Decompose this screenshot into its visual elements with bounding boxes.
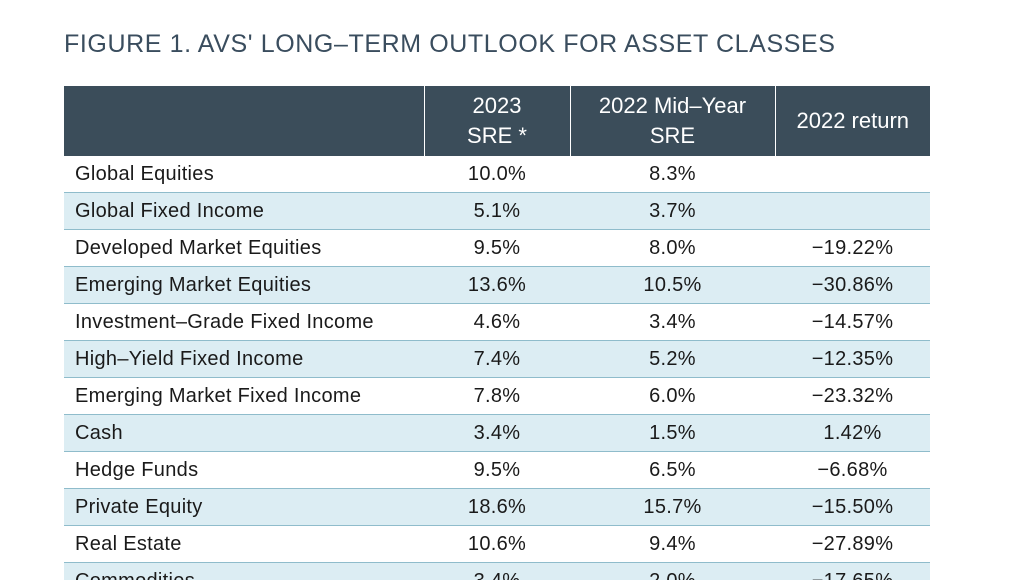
sre-2022-mid-year-cell: 6.5%	[570, 451, 775, 489]
header-2022-return-line-1: 2022 return	[796, 108, 910, 133]
sre-2022-mid-year-cell: 15.7%	[570, 488, 775, 526]
sre-2023-cell: 3.4%	[424, 562, 570, 580]
asset-class-cell: Hedge Funds	[64, 451, 424, 489]
return-2022-cell: −15.50%	[775, 488, 930, 526]
sre-2022-mid-year-cell: 5.2%	[570, 340, 775, 378]
header-2022-mid-year-sre-line-1: 2022 Mid–Year	[598, 93, 747, 118]
figure-title: FIGURE 1. AVS' LONG–TERM OUTLOOK FOR ASS…	[64, 30, 836, 58]
table-row: Real Estate 10.6% 9.4% −27.89%	[64, 525, 930, 563]
table-row: Commodities3.4%2.0%−17.65%	[64, 562, 930, 580]
sre-2023-cell: 9.5%	[424, 451, 570, 489]
asset-class-cell: Emerging Market Equities	[64, 266, 424, 304]
asset-class-cell: Developed Market Equities	[64, 229, 424, 267]
sre-2023-cell: 3.4%	[424, 414, 570, 452]
sre-2023-cell: 9.5%	[424, 229, 570, 267]
asset-class-cell: Emerging Market Fixed Income	[64, 377, 424, 415]
sre-2022-mid-year-cell: 2.0%	[570, 562, 775, 580]
header-2022-return: 2022 return	[774, 86, 930, 156]
header-2023-sre: 2023 SRE *	[423, 86, 570, 156]
return-2022-cell: −12.35%	[775, 340, 930, 378]
sre-2022-mid-year-cell: 8.3%	[570, 156, 775, 193]
asset-class-cell: Cash	[64, 414, 424, 452]
table-row: Global Fixed Income 5.1% 3.7%	[64, 192, 930, 230]
table-row: Cash 3.4% 1.5% 1.42%	[64, 414, 930, 452]
table-row: Investment–Grade Fixed Income 4.6% 3.4% −14…	[64, 303, 930, 341]
asset-class-cell: Real Estate	[64, 525, 424, 563]
table-header: 2023 SRE * 2022 Mid–Year SRE 2022 return	[64, 86, 930, 156]
header-2022-mid-year-sre: 2022 Mid–Year SRE	[569, 86, 775, 156]
sre-2023-cell: 4.6%	[424, 303, 570, 341]
return-2022-cell: −14.57%	[775, 303, 930, 341]
return-2022-cell: −19.22%	[775, 229, 930, 267]
return-2022-cell	[775, 192, 930, 230]
asset-class-cell: Investment–Grade Fixed Income	[64, 303, 424, 341]
sre-2022-mid-year-cell: 3.4%	[570, 303, 775, 341]
asset-class-cell: Private Equity	[64, 488, 424, 526]
asset-class-outlook-table: 2023 SRE * 2022 Mid–Year SRE 2022 return…	[64, 86, 930, 580]
return-2022-cell	[775, 156, 930, 193]
return-2022-cell: −17.65%	[775, 562, 930, 580]
sre-2022-mid-year-cell: 9.4%	[570, 525, 775, 563]
return-2022-cell: −6.68%	[775, 451, 930, 489]
sre-2023-cell: 5.1%	[424, 192, 570, 230]
table-body: Global Equities 10.0% 8.3% Global Fixed Inc…	[64, 156, 930, 580]
asset-class-cell: High–Yield Fixed Income	[64, 340, 424, 378]
table-row: Emerging Market Fixed Income 7.8% 6.0% −23.…	[64, 377, 930, 415]
return-2022-cell: −30.86%	[775, 266, 930, 304]
sre-2023-cell: 10.0%	[424, 156, 570, 193]
table-row: Emerging Market Equities 13.6% 10.5% −30.86…	[64, 266, 930, 304]
sre-2023-cell: 13.6%	[424, 266, 570, 304]
sre-2022-mid-year-cell: 3.7%	[570, 192, 775, 230]
sre-2022-mid-year-cell: 1.5%	[570, 414, 775, 452]
return-2022-cell: −27.89%	[775, 525, 930, 563]
outlook-table: 2023 SRE * 2022 Mid–Year SRE 2022 return…	[64, 86, 930, 580]
table-row: High–Yield Fixed Income 7.4% 5.2% −12.35%	[64, 340, 930, 378]
asset-class-cell: Commodities	[64, 562, 424, 580]
header-2023-sre-line-1: 2023	[472, 93, 522, 118]
return-2022-cell: −23.32%	[775, 377, 930, 415]
sre-2023-cell: 18.6%	[424, 488, 570, 526]
sre-2022-mid-year-cell: 6.0%	[570, 377, 775, 415]
sre-2022-mid-year-cell: 10.5%	[570, 266, 775, 304]
header-2023-sre-line-2: SRE *	[467, 123, 527, 148]
header-asset-class	[64, 86, 424, 156]
header-row: 2023 SRE * 2022 Mid–Year SRE 2022 return	[64, 86, 930, 156]
sre-2023-cell: 7.4%	[424, 340, 570, 378]
asset-class-cell: Global Fixed Income	[64, 192, 424, 230]
header-2022-mid-year-sre-line-2: SRE	[649, 123, 696, 148]
table-row: Global Equities 10.0% 8.3%	[64, 156, 930, 193]
return-2022-cell: 1.42%	[775, 414, 930, 452]
table-row: Hedge Funds 9.5% 6.5% −6.68%	[64, 451, 930, 489]
table-row: Private Equity 18.6% 15.7% −15.50%	[64, 488, 930, 526]
sre-2023-cell: 10.6%	[424, 525, 570, 563]
sre-2023-cell: 7.8%	[424, 377, 570, 415]
table-row: Developed Market Equities 9.5% 8.0% −19.22%	[64, 229, 930, 267]
asset-class-cell: Global Equities	[64, 156, 424, 193]
sre-2022-mid-year-cell: 8.0%	[570, 229, 775, 267]
